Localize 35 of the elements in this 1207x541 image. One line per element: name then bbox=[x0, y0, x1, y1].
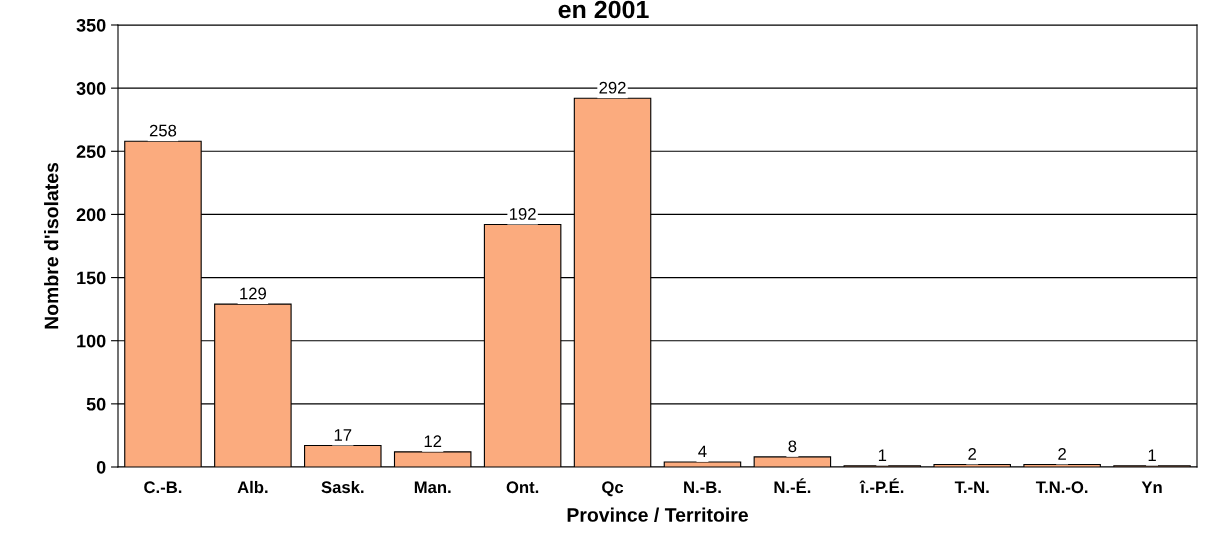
y-tick-label: 50 bbox=[86, 397, 106, 411]
data-label: 292 bbox=[599, 81, 626, 94]
x-tick-label: Yn bbox=[1141, 481, 1162, 493]
data-label: 1 bbox=[1148, 449, 1156, 461]
x-tick-label: Alb. bbox=[237, 480, 268, 494]
chart-title: en 2001 bbox=[558, 0, 649, 19]
y-tick-label: 200 bbox=[76, 208, 106, 222]
x-tick-label: T.N.-O. bbox=[1035, 481, 1088, 494]
y-tick-label: 150 bbox=[77, 271, 106, 285]
x-axis-title: Province / Territoire bbox=[567, 507, 748, 523]
x-tick-label: Man. bbox=[414, 481, 451, 494]
data-label: 17 bbox=[334, 429, 352, 441]
y-tick-label: 250 bbox=[76, 145, 106, 159]
data-label: 8 bbox=[788, 440, 797, 453]
data-label: 12 bbox=[424, 435, 442, 447]
y-tick-label: 350 bbox=[76, 18, 106, 32]
y-axis-title: Nombre d'isolates bbox=[44, 162, 59, 329]
data-label: 258 bbox=[149, 124, 177, 137]
x-tick-label: N.-B. bbox=[684, 481, 721, 493]
data-label: 2 bbox=[968, 447, 977, 460]
x-tick-label: Ont. bbox=[506, 481, 539, 494]
x-tick-label: C.-B. bbox=[144, 481, 182, 494]
y-tick-label: 100 bbox=[77, 334, 106, 348]
x-tick-label: T.-N. bbox=[954, 481, 989, 493]
data-label: 192 bbox=[509, 208, 536, 220]
data-label: 1 bbox=[878, 449, 887, 461]
x-tick-label: N.-É. bbox=[774, 478, 811, 493]
x-tick-label: Sask. bbox=[321, 480, 364, 494]
data-label: 2 bbox=[1058, 447, 1066, 460]
y-tick-label: 0 bbox=[96, 460, 106, 474]
x-tick-label: Qc bbox=[602, 481, 624, 497]
x-tick-label: î.-P.É. bbox=[859, 478, 904, 493]
data-label: 129 bbox=[240, 287, 266, 300]
data-label: 4 bbox=[698, 445, 707, 458]
y-tick-label: 300 bbox=[76, 82, 106, 95]
